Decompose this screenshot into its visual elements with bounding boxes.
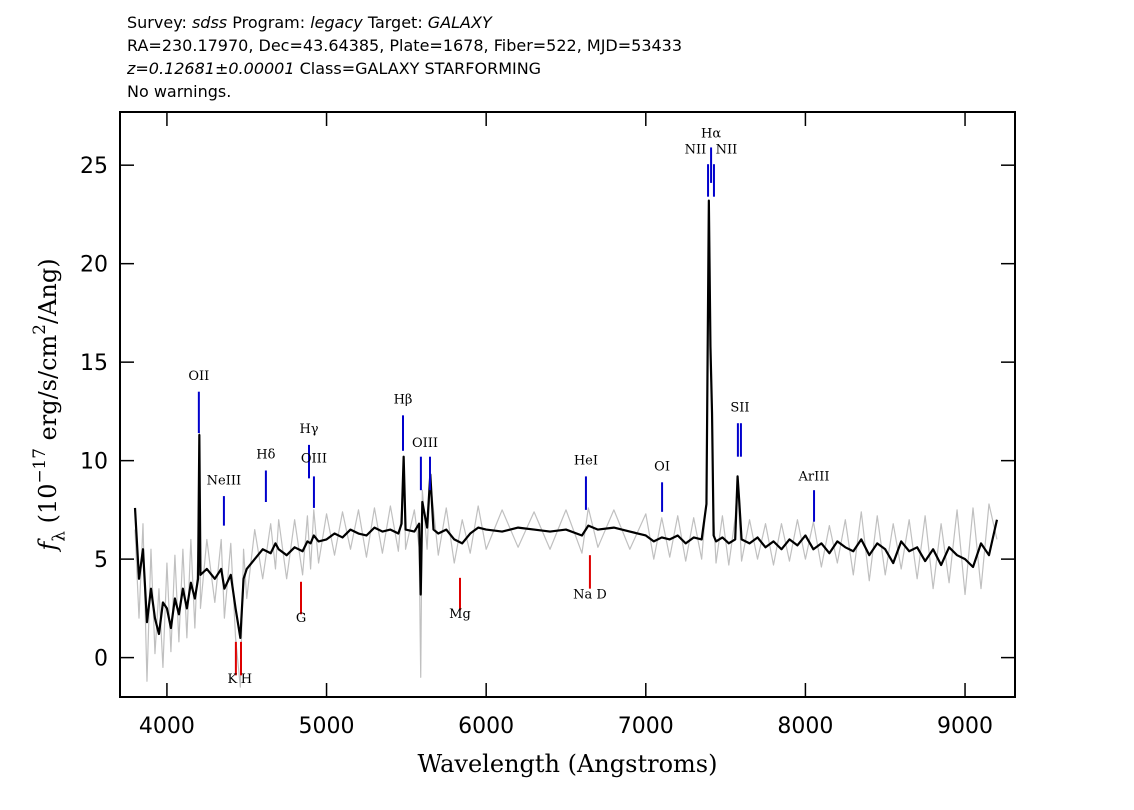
x-tick-label: 6000: [458, 714, 514, 739]
x-tick-label: 5000: [299, 714, 355, 739]
text-segment: Program:: [227, 13, 310, 32]
x-axis-label: Wavelength (Angstroms): [418, 750, 718, 778]
text-segment: Target:: [363, 13, 428, 32]
x-tick-label: 7000: [618, 714, 674, 739]
y-axis-label: fλ (10−17 erg/s/cm2/Ang): [29, 258, 68, 552]
line-label: OI: [654, 459, 670, 474]
y-tick-label: 20: [80, 253, 108, 278]
text-segment: λ: [48, 531, 68, 542]
text-segment: RA=230.17970, Dec=43.64385, Plate=1678, …: [127, 36, 682, 55]
line-label: Hδ: [256, 448, 275, 463]
text-segment: /Ang): [34, 258, 62, 324]
text-segment: 2: [29, 324, 49, 335]
line-label: K: [228, 672, 238, 687]
line-label: NII: [716, 142, 738, 157]
text-segment: No warnings.: [127, 82, 231, 101]
line-label: G: [296, 611, 306, 626]
line-label: Hγ: [299, 422, 318, 437]
y-tick-label: 5: [94, 548, 108, 573]
header-line: No warnings.: [127, 82, 231, 101]
text-segment: erg/s/cm: [34, 334, 62, 448]
text-segment: (10: [34, 484, 62, 532]
y-tick-label: 25: [80, 154, 108, 179]
plot-frame: [119, 111, 1016, 698]
line-label: Mg: [449, 607, 471, 622]
spectrum-line: [133, 199, 999, 640]
line-label: Na D: [573, 588, 607, 603]
line-label: OIII: [301, 452, 327, 467]
line-label: Hβ: [394, 393, 413, 408]
x-tick-label: 8000: [777, 714, 833, 739]
text-segment: GALAXY: [428, 13, 493, 32]
y-tick-label: 15: [80, 351, 108, 376]
line-label: OII: [188, 369, 209, 384]
x-tick-label: 9000: [937, 714, 993, 739]
y-tick-label: 10: [80, 450, 108, 475]
line-label: SII: [730, 400, 749, 415]
header-line: Survey: sdss Program: legacy Target: GAL…: [127, 13, 493, 32]
text-segment: Survey:: [127, 13, 192, 32]
line-label: NII: [685, 142, 707, 157]
line-label: ArIII: [798, 469, 830, 484]
text-segment: −17: [29, 448, 49, 483]
line-label: HeI: [574, 454, 598, 469]
text-segment: Class=GALAXY STARFORMING: [295, 59, 542, 78]
text-segment: legacy: [310, 13, 363, 32]
spectrum-line: [134, 203, 998, 688]
line-label: H: [241, 672, 252, 687]
line-label: Hα: [701, 127, 721, 142]
header-line: RA=230.17970, Dec=43.64385, Plate=1678, …: [127, 36, 682, 55]
text-segment: sdss: [192, 13, 227, 32]
y-tick-label: 0: [94, 647, 108, 672]
plot-area: [133, 199, 999, 688]
text-segment: z=0.12681±0.00001: [126, 59, 295, 78]
line-label: OIII: [412, 436, 438, 451]
x-tick-label: 4000: [139, 714, 195, 739]
line-label: NeIII: [207, 473, 241, 488]
header-line: z=0.12681±0.00001 Class=GALAXY STARFORMI…: [126, 59, 541, 78]
